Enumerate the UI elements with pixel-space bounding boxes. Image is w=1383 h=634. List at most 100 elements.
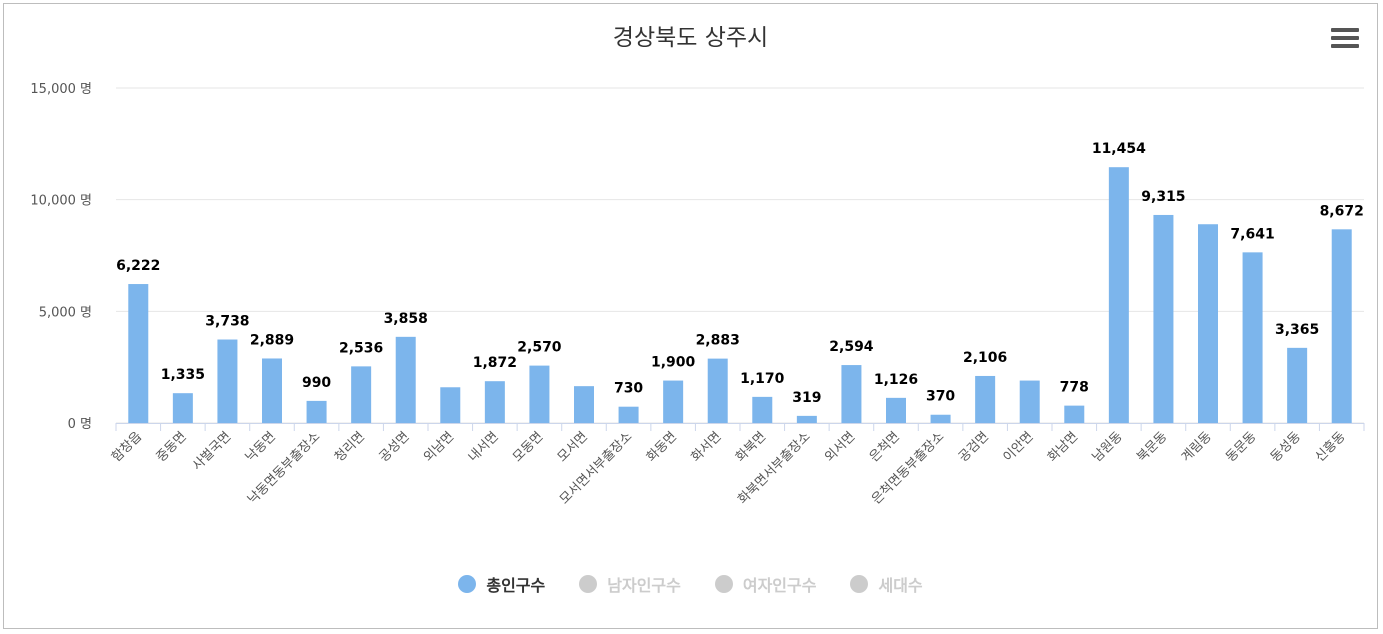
legend-item[interactable]: 남자인구수 <box>579 572 681 596</box>
data-label: 2,536 <box>339 340 383 356</box>
legend-label: 남자인구수 <box>607 576 681 595</box>
bar[interactable] <box>618 406 639 423</box>
x-tick-label: 사벌국면 <box>190 429 234 473</box>
chart-container: 경상북도 상주시 0 명 5,000 명 10,000 명 15,000 명 6,222… <box>3 3 1378 629</box>
bar[interactable] <box>707 358 728 423</box>
data-label: 2,883 <box>696 333 740 349</box>
x-tick-label: 함창읍 <box>109 429 145 465</box>
bar[interactable] <box>1064 405 1085 423</box>
menu-line <box>1331 28 1359 32</box>
bar[interactable] <box>752 396 773 423</box>
x-tick-label: 화남면 <box>1045 429 1081 465</box>
legend-dot-icon <box>579 575 598 593</box>
x-tick-label: 중동면 <box>154 429 190 465</box>
data-label: 1,872 <box>473 355 517 371</box>
data-label: 2,889 <box>250 332 294 348</box>
legend-item[interactable]: 여자인구수 <box>714 572 817 596</box>
bar[interactable] <box>841 365 862 423</box>
bar[interactable] <box>306 400 327 423</box>
bar-chart: 0 명 5,000 명 10,000 명 15,000 명 6,222 함창읍 1,335 중… <box>30 82 1365 507</box>
y-tick-label: 5,000 명 <box>39 305 92 320</box>
data-label: 3,365 <box>1275 322 1319 338</box>
data-label: 990 <box>302 375 331 391</box>
x-tick-label: 청리면 <box>332 429 368 465</box>
data-label: 730 <box>614 381 643 397</box>
x-tick-label: 은척면 <box>867 429 903 465</box>
bar[interactable] <box>529 365 550 423</box>
bar[interactable] <box>796 415 817 423</box>
y-tick-label: 10,000 명 <box>30 194 92 209</box>
x-tick-label: 북문동 <box>1134 429 1170 465</box>
bar[interactable] <box>1242 252 1263 423</box>
data-label: 8,672 <box>1320 203 1364 219</box>
x-tick-label: 남원동 <box>1090 429 1126 465</box>
x-tick-label: 외서면 <box>822 429 858 465</box>
x-tick-label: 외남면 <box>421 429 457 465</box>
legend-label: 세대수 <box>878 576 923 595</box>
legend-dot-icon <box>458 575 477 593</box>
legend-item[interactable]: 총인구수 <box>458 572 545 596</box>
data-label: 1,170 <box>740 371 785 387</box>
x-tick-label: 계림동 <box>1179 429 1215 465</box>
data-label: 370 <box>926 389 955 405</box>
bar[interactable] <box>172 393 193 423</box>
x-tick-label: 공성면 <box>377 429 413 465</box>
menu-line <box>1331 36 1359 40</box>
bar[interactable] <box>395 336 416 423</box>
data-label: 1,126 <box>874 372 918 388</box>
data-label: 9,315 <box>1141 189 1185 205</box>
bar[interactable] <box>217 339 238 423</box>
data-label: 2,106 <box>963 350 1007 366</box>
y-tick-label: 15,000 명 <box>30 82 92 97</box>
data-label: 3,738 <box>205 314 249 330</box>
bar[interactable] <box>1108 167 1129 423</box>
data-label: 2,570 <box>517 340 562 356</box>
x-tick-label: 화북면 <box>733 429 769 465</box>
bar[interactable] <box>1331 229 1352 423</box>
x-tick-label: 공검면 <box>956 429 992 465</box>
data-label: 3,858 <box>384 311 428 327</box>
bar[interactable] <box>1287 347 1308 423</box>
bar[interactable] <box>1198 224 1218 423</box>
bar[interactable] <box>262 358 282 423</box>
x-tick-label: 모동면 <box>510 429 546 465</box>
data-label: 2,594 <box>829 339 874 355</box>
bar[interactable] <box>1153 214 1174 423</box>
chart-title: 경상북도 상주시 <box>612 25 769 51</box>
legend-dot-icon <box>714 575 733 593</box>
bar[interactable] <box>975 375 996 423</box>
hamburger-menu-icon[interactable] <box>1331 28 1359 52</box>
chart-legend: 총인구수 남자인구수 여자인구수 세대수 <box>4 572 1377 596</box>
data-label: 11,454 <box>1092 141 1146 157</box>
x-tick-label: 화동면 <box>644 429 680 465</box>
x-tick-label: 화서면 <box>689 429 725 465</box>
bar[interactable] <box>440 387 461 423</box>
menu-line <box>1331 44 1359 48</box>
bar[interactable] <box>930 414 951 423</box>
legend-dot-icon <box>850 575 869 593</box>
bar[interactable] <box>484 381 505 423</box>
bar[interactable] <box>663 380 684 423</box>
x-tick-label: 낙동면 <box>243 429 279 465</box>
data-label: 6,222 <box>116 258 160 274</box>
data-label: 1,900 <box>651 355 696 371</box>
x-tick-label: 내서면 <box>466 429 502 465</box>
data-label: 778 <box>1060 380 1089 396</box>
bar[interactable] <box>574 386 594 423</box>
bar[interactable] <box>886 397 906 423</box>
x-tick-label: 이안면 <box>1001 429 1037 465</box>
legend-item[interactable]: 세대수 <box>850 572 923 596</box>
bar[interactable] <box>351 366 372 423</box>
bar[interactable] <box>128 284 149 423</box>
bar[interactable] <box>1019 380 1040 423</box>
x-tick-label: 동성동 <box>1268 429 1304 465</box>
x-tick-label: 모서면 <box>555 429 591 465</box>
data-label: 319 <box>792 390 821 406</box>
legend-label: 여자인구수 <box>742 576 817 595</box>
x-tick-label: 동문동 <box>1223 429 1259 465</box>
data-label: 1,335 <box>161 367 205 383</box>
legend-label: 총인구수 <box>486 576 546 595</box>
data-label: 7,641 <box>1230 226 1274 242</box>
y-tick-label: 0 명 <box>68 417 92 432</box>
x-tick-label: 신흥동 <box>1313 429 1349 465</box>
